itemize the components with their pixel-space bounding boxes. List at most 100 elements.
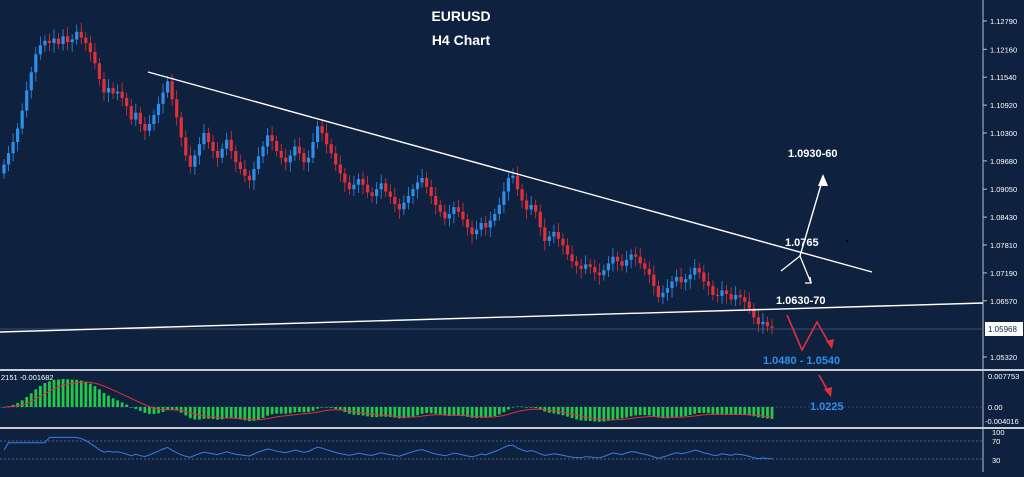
candle-body <box>606 263 611 271</box>
macd-bar <box>729 407 733 415</box>
candle-body <box>584 264 588 269</box>
bearish-zigzag-arrowhead <box>826 339 834 349</box>
macd-bar <box>716 407 719 415</box>
candle-body <box>66 36 70 43</box>
candle-body <box>243 168 247 176</box>
projection-zigzag-arrowhead <box>805 276 812 284</box>
macd-bar <box>661 407 665 419</box>
candle-body <box>602 270 606 276</box>
candle-body <box>29 72 33 91</box>
candle-body <box>702 272 706 282</box>
macd-bar <box>688 407 692 416</box>
macd-bar <box>93 386 97 407</box>
marker-dot <box>846 240 848 242</box>
macd-bar <box>570 407 574 419</box>
candle-body <box>306 157 311 163</box>
macd-bar <box>497 407 501 415</box>
candle-body <box>506 177 511 192</box>
candle-body <box>574 261 579 266</box>
candle-body <box>365 184 370 193</box>
candle-body <box>525 200 529 210</box>
macd-bar <box>193 407 197 420</box>
candle-body <box>84 37 88 44</box>
macd-bar <box>202 407 206 419</box>
candle-body <box>238 162 242 169</box>
macd-bar <box>2 407 6 408</box>
candle-body <box>179 117 183 138</box>
candle-body <box>406 195 411 203</box>
candle-body <box>134 112 138 120</box>
candle-body <box>502 191 506 205</box>
bearish-extension-arrowhead <box>824 387 832 397</box>
macd-bar <box>534 407 538 408</box>
macd-bar <box>352 407 356 415</box>
candle-body <box>529 204 533 210</box>
candle-body <box>570 254 574 262</box>
candle-body <box>684 279 688 283</box>
candle-body <box>352 184 356 190</box>
candle-body <box>379 183 383 190</box>
candle-body <box>356 178 361 185</box>
candle-body <box>765 321 770 327</box>
macd-bar <box>34 389 38 407</box>
annotation-target-down: 1.0480 - 1.0540 <box>763 355 840 367</box>
candle-body <box>261 146 265 157</box>
macd-bar <box>320 407 324 408</box>
candle-body <box>11 141 15 154</box>
candle-body <box>465 219 470 228</box>
macd-bar <box>766 407 769 419</box>
macd-bar <box>702 407 706 413</box>
candle-body <box>706 281 710 286</box>
macd-bar <box>116 400 120 407</box>
candle-body <box>265 135 270 147</box>
macd-bar <box>175 407 179 411</box>
macd-bar <box>247 407 251 422</box>
bullish-arrow <box>799 177 824 257</box>
candle-body <box>470 227 474 235</box>
macd-bar <box>11 404 15 407</box>
macd-bar <box>561 407 565 416</box>
macd-bar <box>216 407 219 420</box>
candle-body <box>452 207 456 214</box>
macd-bar <box>693 407 697 414</box>
candle-body <box>329 144 333 154</box>
price-tick-label: 1.09680 <box>990 157 1017 166</box>
macd-bar <box>379 407 383 417</box>
candle-body <box>397 204 401 210</box>
candle-body <box>670 281 674 289</box>
macd-bar <box>607 407 610 421</box>
candle-body <box>497 204 501 214</box>
candle-body <box>688 274 692 280</box>
price-tick-label: 1.12790 <box>990 17 1017 26</box>
candle-body <box>2 164 6 174</box>
candle-body <box>475 229 479 235</box>
macd-bar <box>29 393 33 407</box>
candle-body <box>97 63 102 80</box>
candle-body <box>734 294 738 300</box>
macd-bar <box>157 407 160 414</box>
candle-body <box>56 38 61 44</box>
annotation-resistance: 1.0765 <box>785 237 819 249</box>
macd-bar <box>143 407 147 413</box>
price-tick-label: 1.06570 <box>990 297 1017 306</box>
macd-signal-line <box>3 381 773 421</box>
candle-body <box>138 112 142 125</box>
macd-bar <box>566 407 569 417</box>
candle-body <box>47 40 52 44</box>
candle-body <box>543 227 547 241</box>
candle-body <box>484 222 488 228</box>
macd-bar <box>302 407 306 413</box>
macd-bar <box>670 407 674 418</box>
macd-bar <box>129 407 133 408</box>
annotation-extension-target: 1.0225 <box>810 401 844 413</box>
price-tick-label: 1.07810 <box>990 241 1017 250</box>
macd-bar <box>629 407 633 417</box>
rsi-line <box>3 436 773 460</box>
macd-bar <box>48 381 51 407</box>
candle-body <box>165 81 170 93</box>
macd-bar <box>125 404 129 407</box>
candle-body <box>279 150 283 158</box>
candle-body <box>388 191 392 197</box>
candle-body <box>652 274 656 286</box>
